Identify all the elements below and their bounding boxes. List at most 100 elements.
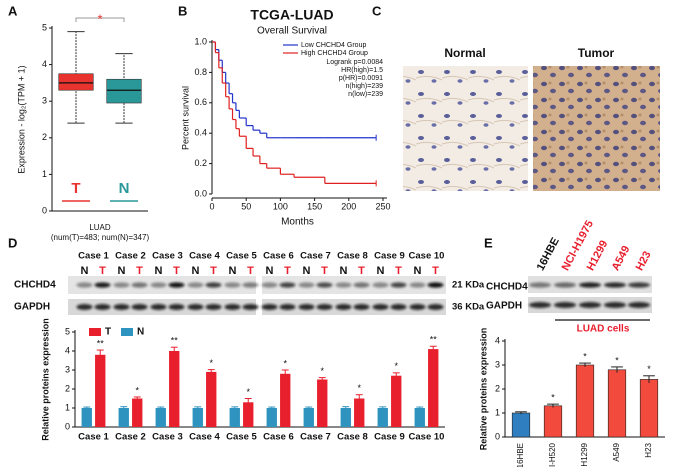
x-tick-label: Case 7 — [300, 432, 331, 443]
blot-lane-label: N — [229, 265, 237, 277]
bar — [95, 354, 106, 427]
x-tick-label: H23 — [644, 442, 653, 457]
bar — [607, 369, 627, 438]
y-tick-label: 4 — [42, 59, 47, 69]
significance: * — [583, 351, 587, 361]
y-tick-label: 2 — [42, 132, 47, 142]
significance: * — [320, 366, 324, 376]
y-tick-label: 0 — [65, 421, 70, 431]
x-tick-label: 200 — [341, 201, 356, 211]
x-tick-label: 0 — [209, 201, 214, 211]
bar — [340, 408, 351, 427]
group-label: N — [119, 180, 130, 197]
blot-row-label: GAPDH — [14, 302, 50, 313]
blot-band — [224, 304, 241, 310]
blot-band — [604, 282, 626, 288]
blot-lane-label: T — [173, 265, 180, 277]
bar — [229, 408, 240, 427]
blot-band — [579, 282, 601, 288]
y-axis-label: Relative proteins expression — [40, 318, 50, 441]
blot-lane-label: H1299 — [585, 239, 611, 273]
blot-size-label: 36 KDa — [452, 302, 485, 313]
significance: * — [647, 364, 651, 374]
x-axis-label: LUAD — [89, 223, 111, 232]
blot-band — [628, 302, 650, 308]
x-tick-label: A549 — [612, 442, 621, 461]
bar — [169, 351, 180, 427]
blot-band — [628, 282, 650, 288]
blot-lane-label: A549 — [610, 244, 633, 273]
blot-band — [94, 304, 111, 310]
blot-lane-label: N — [303, 265, 311, 277]
blot-band — [261, 304, 278, 310]
y-tick-label: 1 — [495, 407, 500, 417]
panel-label: B — [178, 3, 187, 18]
bar — [155, 408, 166, 427]
blot-row-label: GAPDH — [486, 301, 522, 312]
y-tick-label: 1 — [42, 169, 47, 179]
bar — [303, 408, 314, 427]
annotation: n(low)=239 — [348, 91, 383, 98]
blot-band — [409, 304, 426, 310]
blot-band — [205, 282, 222, 288]
panel-label: D — [8, 235, 17, 250]
group-label: LUAD cells — [577, 324, 630, 335]
x-tick-label: Case 4 — [189, 432, 220, 443]
x-tick-label: NCI-H520 — [548, 442, 557, 467]
y-tick-label: 2 — [65, 383, 70, 393]
blot-case-label: Case 9 — [374, 251, 405, 262]
blot-band — [372, 282, 389, 288]
y-tick-label: 0.4 — [194, 128, 207, 138]
bar — [575, 364, 595, 438]
blot-band — [168, 282, 185, 288]
chart-subtitle: Overall Survival — [257, 26, 327, 37]
bar — [81, 408, 92, 427]
blot-band — [168, 304, 185, 310]
blot-lane-label: N — [340, 265, 348, 277]
blot-case-label: Case 1 — [78, 251, 109, 262]
blot-lane-label: N — [155, 265, 163, 277]
x-tick-label: Case 5 — [226, 432, 257, 443]
blot-case-label: Case 8 — [337, 251, 368, 262]
annotation: p(HR)=0.0091 — [339, 75, 383, 82]
blot-case-label: Case 6 — [263, 251, 294, 262]
x-tick-label: 150 — [307, 201, 322, 211]
y-tick-label: 4 — [495, 335, 500, 345]
blot-case-label: Case 5 — [226, 251, 257, 262]
blot-band — [427, 304, 444, 310]
y-tick-label: 3 — [65, 364, 70, 374]
blot-band — [316, 304, 333, 310]
box — [106, 78, 142, 104]
x-tick-label: Case 3 — [152, 432, 183, 443]
y-axis-label: Relative proteins expression — [478, 328, 488, 451]
blot-band — [76, 282, 93, 288]
blot-band — [353, 282, 370, 288]
legend-swatch — [121, 328, 133, 336]
blot-band — [131, 282, 148, 288]
legend-label: Low CHCHD4 Group — [301, 42, 366, 49]
y-tick-label: 1.0 — [194, 36, 207, 46]
blot-lane-label: T — [284, 265, 291, 277]
blot-band — [279, 304, 296, 310]
blot-band — [353, 304, 370, 310]
blot-lane-label: N — [377, 265, 385, 277]
blot-row-label: CHCHD4 — [14, 280, 56, 291]
bar — [280, 373, 291, 427]
box — [58, 73, 94, 91]
blot-case-label: Case 7 — [300, 251, 331, 262]
blot-lane-label: 16HBE — [535, 236, 562, 273]
blot-lane-label: N — [414, 265, 422, 277]
legend-swatch — [89, 328, 101, 336]
blot-band — [554, 302, 576, 308]
x-tick-label: Case 9 — [374, 432, 405, 443]
blot-band — [131, 304, 148, 310]
bar — [266, 408, 277, 427]
y-tick-label: 0 — [42, 205, 47, 215]
y-tick-label: 0.0 — [194, 188, 207, 198]
group-label: T — [71, 180, 80, 197]
significance: * — [97, 11, 102, 26]
annotation: HR(high)=1.5 — [341, 67, 383, 74]
blot-band — [242, 304, 259, 310]
bar — [192, 408, 203, 427]
